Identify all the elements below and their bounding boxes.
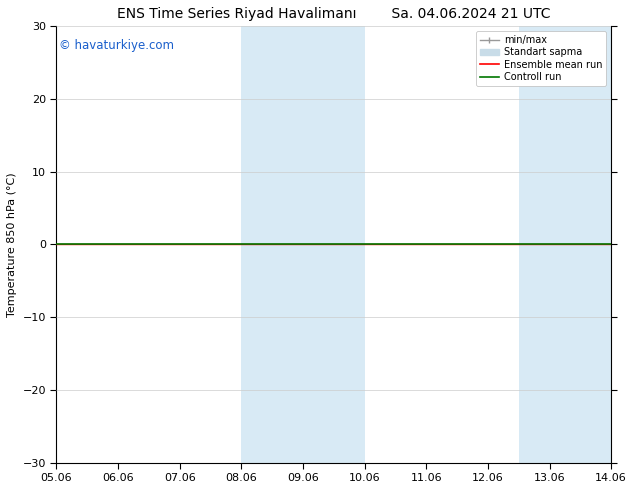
Y-axis label: Temperature 850 hPa (°C): Temperature 850 hPa (°C) [7,172,17,317]
Title: ENS Time Series Riyad Havalimanı        Sa. 04.06.2024 21 UTC: ENS Time Series Riyad Havalimanı Sa. 04.… [117,7,550,21]
Text: © havaturkiye.com: © havaturkiye.com [59,39,174,52]
Bar [242,26,365,463]
Legend: min/max, Standart sapma, Ensemble mean run, Controll run: min/max, Standart sapma, Ensemble mean r… [476,31,606,86]
Bar [519,26,611,463]
